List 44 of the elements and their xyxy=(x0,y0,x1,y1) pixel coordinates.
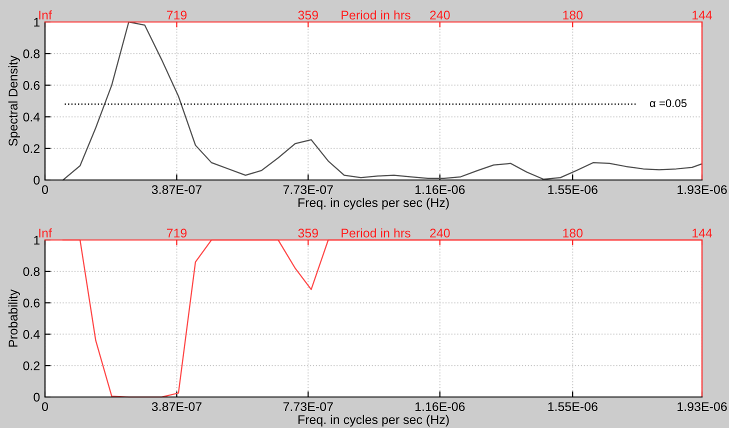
x-tick-label: 7.73E-07 xyxy=(283,185,333,194)
y-tick-label: 1 xyxy=(34,18,40,27)
text: 719 xyxy=(166,228,187,238)
x-axis-title: Freq. in cycles per sec (Hz) xyxy=(298,198,449,210)
x-tick-label: 1.93E-06 xyxy=(678,185,727,194)
text: 359 xyxy=(298,10,318,20)
y-axis-title: Probability xyxy=(8,289,20,347)
y-tick-label: 0.8 xyxy=(23,49,40,58)
text: 180 xyxy=(563,10,583,20)
x-tick-label: 7.73E-07 xyxy=(283,402,333,412)
x2-axis-title: Period in hrs xyxy=(342,228,410,238)
x-tick-label: 1.55E-06 xyxy=(548,185,598,194)
y-tick-label: 0 xyxy=(34,176,40,185)
text: 240 xyxy=(430,228,450,238)
y-tick-label: 0.4 xyxy=(23,330,40,339)
x-tick-label: 1.93E-06 xyxy=(678,402,727,412)
y-tick-label: 0.4 xyxy=(23,112,40,122)
text: 240 xyxy=(430,10,450,20)
text: 719 xyxy=(166,10,187,20)
x-tick-label: 0 xyxy=(42,402,48,412)
text: 180 xyxy=(563,228,583,238)
y-tick-label: 0.6 xyxy=(23,298,40,308)
x-tick-label: 1.55E-06 xyxy=(548,402,598,412)
y-tick-label: 1 xyxy=(34,236,40,245)
text: 144 xyxy=(692,228,712,238)
y-axis-title: Spectral Density xyxy=(8,56,20,146)
x2-axis-title: Period in hrs xyxy=(342,10,410,20)
y-tick-label: 0.2 xyxy=(23,144,40,154)
x-tick-label: 0 xyxy=(42,185,48,194)
text: Inf xyxy=(39,228,52,238)
y-tick-label: 0.2 xyxy=(23,361,40,370)
x-tick-label: 3.87E-07 xyxy=(152,185,202,194)
y-tick-label: 0.6 xyxy=(23,81,40,90)
annotation: α =0.05 xyxy=(650,99,687,108)
y-tick-label: 0.8 xyxy=(23,267,40,276)
text: 144 xyxy=(692,10,712,20)
x-tick-label: 1.16E-06 xyxy=(415,402,465,412)
x-tick-label: 3.87E-07 xyxy=(152,402,202,412)
y-tick-label: 0 xyxy=(34,392,40,402)
line-series xyxy=(62,21,702,181)
x-tick-label: 1.16E-06 xyxy=(415,185,465,194)
x-axis-title: Freq. in cycles per sec (Hz) xyxy=(298,414,449,427)
text: 359 xyxy=(298,228,318,238)
text: Inf xyxy=(39,10,52,20)
